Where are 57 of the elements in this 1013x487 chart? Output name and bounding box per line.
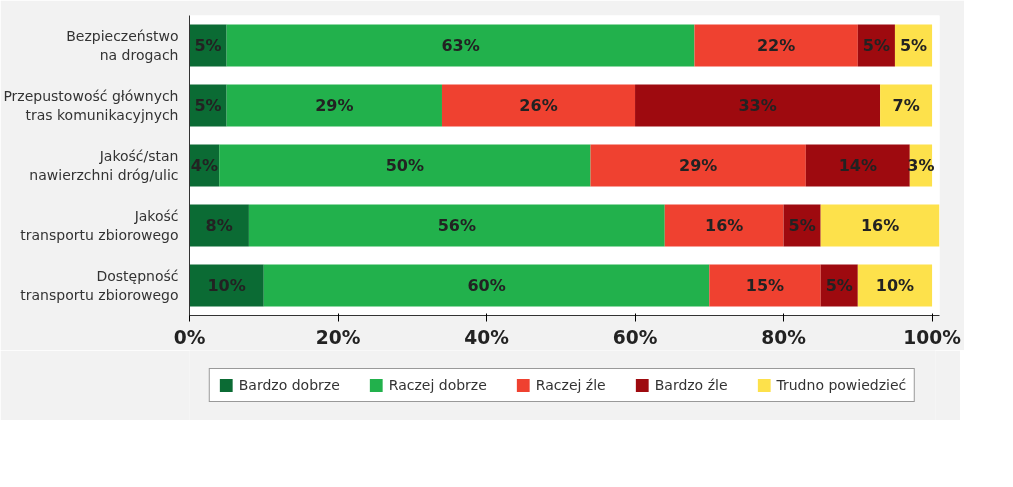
legend-label: Trudno powiedzieć xyxy=(776,377,907,393)
y-tick-label: Przepustowość głównych tras komunikacyjnych xyxy=(3,87,179,124)
legend-label: Bardzo dobrze xyxy=(238,377,340,393)
bar xyxy=(226,24,695,67)
bar xyxy=(219,144,591,187)
bar xyxy=(226,84,442,127)
y-tick-label: Bezpieczeństwo na drogach xyxy=(66,27,179,64)
x-tick-label: 40% xyxy=(464,326,510,348)
legend-label: Raczej dobrze xyxy=(388,377,487,393)
bar xyxy=(880,84,933,127)
data-label: 22% xyxy=(756,36,796,55)
bar xyxy=(857,264,933,307)
data-label: 50% xyxy=(385,156,424,175)
data-label: 16% xyxy=(705,216,744,235)
bar xyxy=(664,204,784,247)
x-tick-label: 100% xyxy=(903,326,962,348)
legend-label: Bardzo źle xyxy=(654,377,728,393)
data-label: 16% xyxy=(860,216,900,235)
data-label: 63% xyxy=(441,36,480,55)
bar xyxy=(694,24,858,67)
y-tick-label: Dostępność transportu zbiorowego xyxy=(20,267,179,304)
data-label: 29% xyxy=(315,96,354,115)
bar xyxy=(441,84,636,127)
y-tick-label: Jakość/stan nawierzchni dróg/ulic xyxy=(29,147,179,184)
bar xyxy=(590,144,806,187)
data-label: 33% xyxy=(738,96,777,115)
bar xyxy=(709,264,821,307)
bar xyxy=(820,204,940,247)
bar xyxy=(189,264,264,307)
data-label: 5% xyxy=(825,276,853,295)
data-label: 5% xyxy=(862,36,890,55)
legend-label: Raczej źle xyxy=(535,377,606,393)
bar xyxy=(635,84,881,127)
x-tick-label: 0% xyxy=(173,326,206,348)
data-label: 4% xyxy=(190,156,218,175)
bar xyxy=(248,204,665,247)
data-label: 7% xyxy=(892,96,920,115)
x-tick-label: 80% xyxy=(761,326,807,348)
bar xyxy=(263,264,710,307)
data-label: 5% xyxy=(194,36,222,55)
data-label: 56% xyxy=(437,216,476,235)
data-label: 15% xyxy=(745,276,785,295)
data-label: 5% xyxy=(194,96,222,115)
data-label: 14% xyxy=(838,156,877,175)
data-label: 10% xyxy=(207,276,246,295)
data-label: 29% xyxy=(679,156,718,175)
data-label: 8% xyxy=(205,216,233,235)
y-tick-label: Jakość transportu zbiorowego xyxy=(20,207,179,244)
bar xyxy=(189,204,249,247)
x-tick-label: 20% xyxy=(315,326,361,348)
data-label: 26% xyxy=(519,96,558,115)
bar xyxy=(805,144,910,187)
data-label: 60% xyxy=(467,276,506,295)
data-label: 5% xyxy=(788,216,816,235)
data-label: 10% xyxy=(875,276,915,295)
x-tick-label: 60% xyxy=(612,326,658,348)
data-label: 5% xyxy=(899,36,928,55)
